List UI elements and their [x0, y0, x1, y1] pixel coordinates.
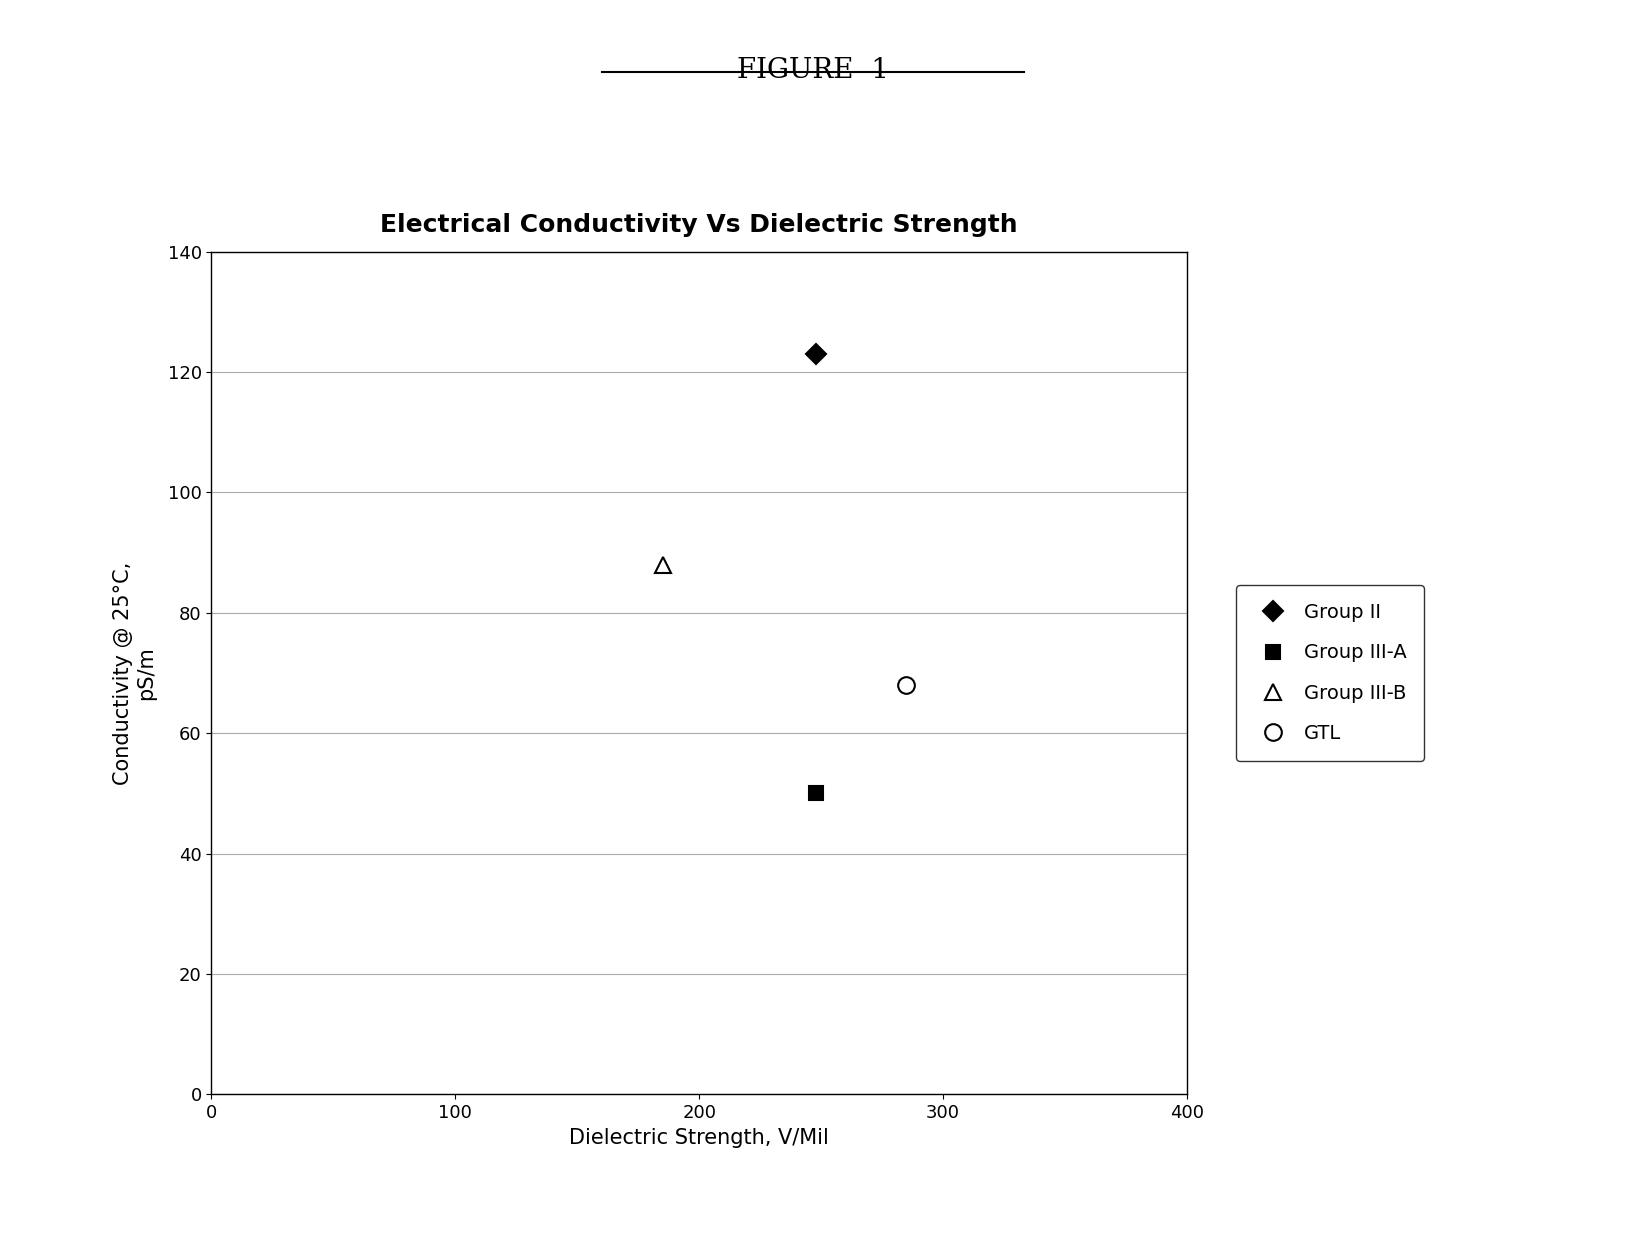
Legend: Group II, Group III-A, Group III-B, GTL: Group II, Group III-A, Group III-B, GTL	[1236, 585, 1424, 761]
Text: FIGURE  1: FIGURE 1	[737, 57, 889, 83]
Y-axis label: Conductivity @ 25°C,
pS/m: Conductivity @ 25°C, pS/m	[114, 561, 156, 785]
X-axis label: Dielectric Strength, V/Mil: Dielectric Strength, V/Mil	[569, 1127, 829, 1147]
Title: Electrical Conductivity Vs Dielectric Strength: Electrical Conductivity Vs Dielectric St…	[380, 213, 1018, 238]
